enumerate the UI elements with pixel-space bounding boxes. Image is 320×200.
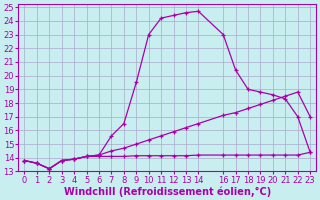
X-axis label: Windchill (Refroidissement éolien,°C): Windchill (Refroidissement éolien,°C): [64, 186, 271, 197]
